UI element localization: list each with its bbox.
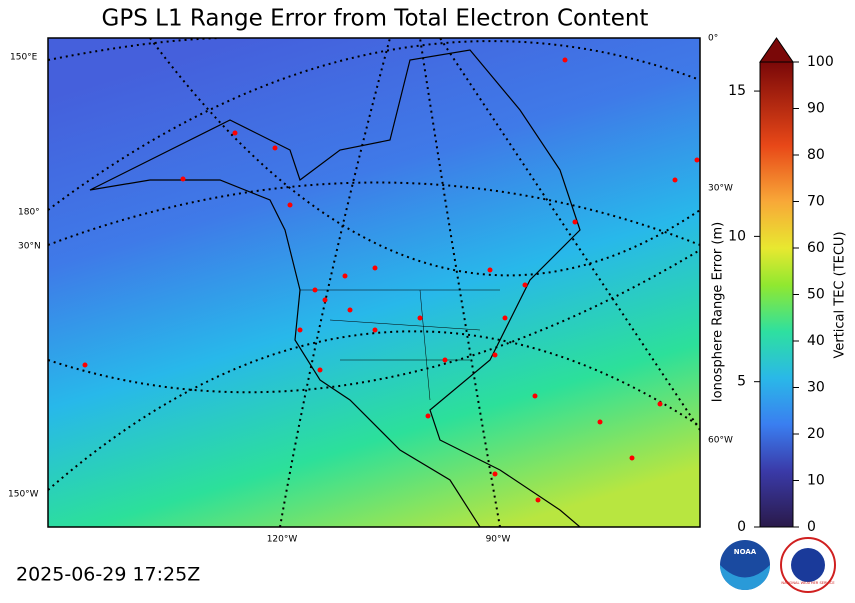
tec-tick-label: 100: [807, 54, 834, 70]
graticule: [48, 38, 700, 527]
tec-tick-label: 20: [807, 426, 825, 442]
lon-label: 180°: [18, 208, 40, 218]
title: GPS L1 Range Error from Total Electron C…: [102, 6, 649, 32]
range-error-tick-label: 15: [728, 83, 746, 99]
noaa-logo: NOAA: [720, 540, 770, 590]
graticule-labels: 150°E 180° 30°N 150°W 120°W 90°W 0° 30°W…: [8, 34, 733, 545]
tec-tick-label: 70: [807, 194, 825, 210]
lat-label: 30°N: [18, 242, 41, 252]
tec-field: [48, 38, 700, 527]
nws-text: NATIONAL WEATHER SERVICE: [781, 581, 835, 585]
map-frame: [47, 37, 701, 528]
borders: [300, 289, 500, 401]
lon-label: 90°W: [486, 535, 511, 545]
lon-label: 150°W: [8, 490, 39, 500]
tec-tick-label: 30: [807, 380, 825, 396]
colorbar-extension: [759, 37, 794, 63]
noaa-text: NOAA: [734, 548, 757, 556]
range-error-tick-label: 10: [728, 228, 746, 244]
coastline: [89, 49, 581, 527]
range-error-tick-label: 5: [737, 374, 746, 390]
tec-tick-label: 40: [807, 333, 825, 349]
tec-tick-label: 10: [807, 473, 825, 489]
range-error-label: Ionosphere Range Error (m): [711, 222, 726, 402]
tec-tick-label: 60: [807, 240, 825, 256]
map: [48, 38, 700, 527]
lon-label: 0°: [708, 34, 718, 44]
lon-label: 60°W: [708, 436, 733, 446]
tec-tick-label: 0: [807, 519, 816, 535]
tec-tick-label: 80: [807, 147, 825, 163]
lon-label: 30°W: [708, 184, 733, 194]
tec-tick-label: 50: [807, 287, 825, 303]
colorbar: [759, 61, 794, 528]
nws-logo: NATIONAL WEATHER SERVICE: [780, 537, 836, 593]
stations: [82, 57, 700, 503]
tec-tick-label: 90: [807, 101, 825, 117]
lon-label: 120°W: [267, 535, 298, 545]
lon-label: 150°E: [10, 53, 38, 63]
timestamp: 2025-06-29 17:25Z: [16, 564, 200, 586]
range-error-tick-label: 0: [737, 519, 746, 535]
tec-label: Vertical TEC (TECU): [833, 231, 848, 358]
